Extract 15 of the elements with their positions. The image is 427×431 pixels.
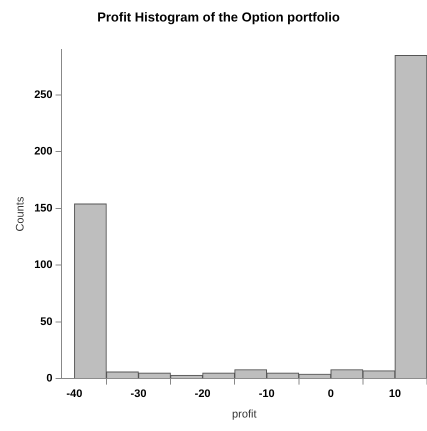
- y-tick-label: 250: [34, 89, 53, 102]
- x-tick-label: -20: [194, 388, 211, 400]
- x-tick-label: -30: [130, 388, 146, 400]
- y-tick-label: 0: [46, 372, 53, 385]
- x-tick-label: -10: [258, 388, 275, 400]
- chart-title: Profit Histogram of the Option portfolio: [97, 9, 340, 24]
- y-tick-label: 150: [34, 202, 53, 214]
- y-tick-label: 100: [34, 259, 53, 272]
- y-tick-label: 200: [34, 146, 53, 158]
- x-tick-label: 10: [388, 388, 402, 400]
- x-axis-title: profit: [232, 408, 257, 420]
- y-axis-title: Counts: [14, 196, 27, 232]
- x-tick-label: -40: [66, 388, 82, 400]
- x-tick-label: 0: [328, 388, 334, 400]
- y-tick-label: 50: [40, 316, 53, 328]
